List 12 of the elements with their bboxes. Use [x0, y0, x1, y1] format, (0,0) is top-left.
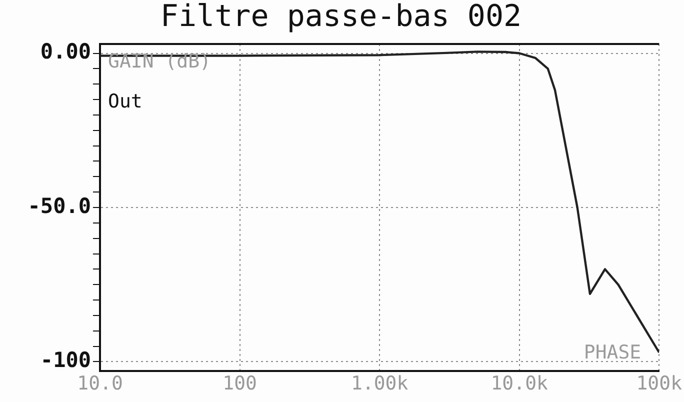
annotation: PHASE [584, 341, 642, 364]
x-tick-label: 100 [222, 372, 257, 394]
y-tick-label: -100 [40, 348, 91, 372]
annotation: GAIN (dB) [108, 50, 211, 72]
y-tick-label: -50.0 [28, 194, 91, 218]
x-tick-label: 100k [636, 372, 683, 394]
chart-title: Filtre passe-bas 002 [160, 0, 522, 34]
x-tick-label: 10.0k [490, 372, 548, 394]
annotation: Out [108, 90, 142, 112]
x-tick-label: 1.00k [350, 372, 409, 394]
y-tick-label: 0.00 [40, 40, 91, 64]
x-tick-label: 10.0 [77, 372, 123, 394]
